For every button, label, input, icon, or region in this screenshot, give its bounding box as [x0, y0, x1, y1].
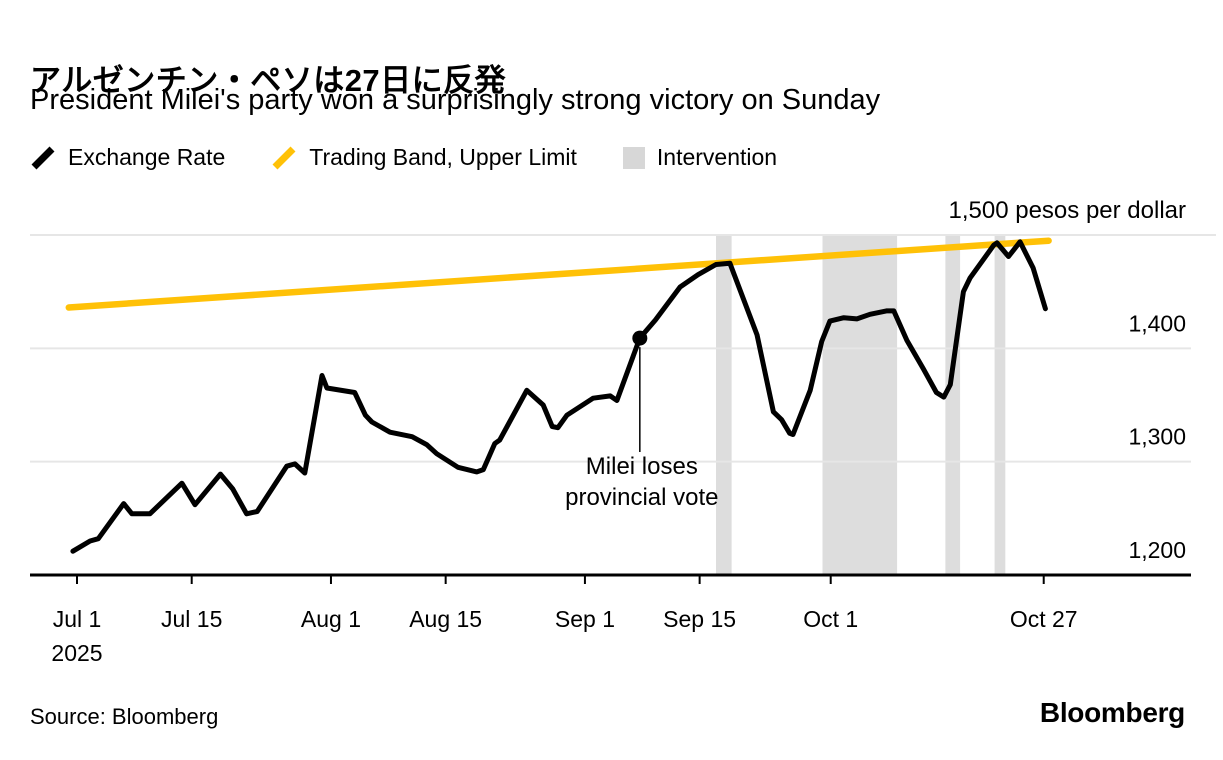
- x-tick-label: Jul 1: [53, 606, 102, 632]
- legend-label-intervention: Intervention: [656, 144, 778, 170]
- legend-item-exchange-rate: Exchange Rate: [30, 144, 225, 171]
- y-tick-label: 1,200: [1128, 537, 1186, 563]
- series-line-trading-band-upper-limit: [65, 237, 1052, 311]
- intervention-band: [716, 235, 732, 575]
- intervention-band: [945, 235, 961, 575]
- x-tick-label: Sep 1: [555, 606, 615, 632]
- x-tick-label: Oct 1: [803, 606, 858, 632]
- legend-item-trading-band: Trading Band, Upper Limit: [271, 144, 577, 171]
- yellow-slash-icon: [272, 146, 296, 169]
- gray-square-icon: [622, 146, 645, 169]
- x-tick-label: Aug 1: [301, 606, 361, 632]
- chart-subtitle: President Milei's party won a surprising…: [30, 84, 881, 116]
- intervention-band: [822, 235, 898, 575]
- y-axis-unit-label: 1,500 pesos per dollar: [949, 197, 1187, 224]
- x-tick-label: Jul 15: [161, 606, 222, 632]
- bloomberg-logo: Bloomberg: [1039, 697, 1185, 728]
- annotation-marker-dot: [632, 330, 648, 346]
- black-slash-icon: [31, 146, 55, 169]
- series-line-exchange-rate: [70, 239, 1048, 554]
- y-tick-label: 1,300: [1128, 424, 1186, 450]
- x-tick-label: Oct 27: [1010, 606, 1078, 632]
- legend-label-trading-band: Trading Band, Upper Limit: [309, 144, 577, 170]
- x-tick-label: Aug 15: [409, 606, 482, 632]
- x-tick-sublabel: 2025: [51, 640, 102, 666]
- y-tick-label: 1,400: [1128, 310, 1186, 336]
- legend-item-intervention: Intervention: [622, 144, 778, 171]
- annotation-text: provincial vote: [565, 484, 718, 511]
- annotation-text: Milei loses: [586, 453, 698, 480]
- source-note: Source: Bloomberg: [30, 704, 219, 729]
- x-tick-label: Sep 15: [663, 606, 736, 632]
- legend-label-exchange-rate: Exchange Rate: [68, 144, 226, 170]
- intervention-band: [994, 235, 1006, 575]
- chart-legend: Exchange Rate Trading Band, Upper Limit …: [30, 144, 777, 171]
- chart-title: アルゼンチン・ペソは27日に反発: [30, 62, 507, 98]
